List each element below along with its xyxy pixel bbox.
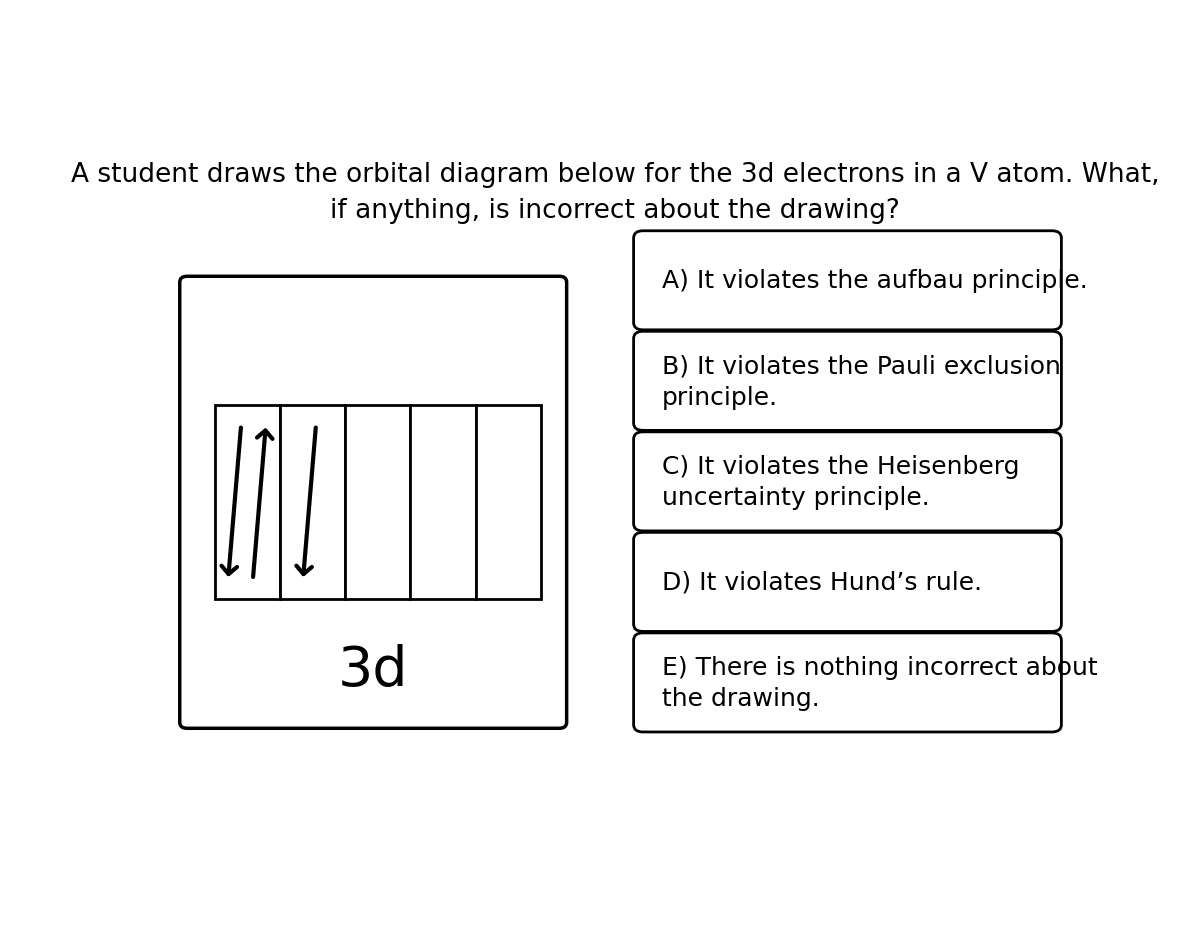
FancyBboxPatch shape xyxy=(634,231,1062,330)
Text: E) There is nothing incorrect about
the drawing.: E) There is nothing incorrect about the … xyxy=(661,655,1097,710)
FancyBboxPatch shape xyxy=(180,277,566,728)
Text: 3d: 3d xyxy=(338,643,408,697)
Text: A) It violates the aufbau principle.: A) It violates the aufbau principle. xyxy=(661,269,1087,293)
Bar xyxy=(410,406,475,600)
Bar xyxy=(346,406,410,600)
FancyBboxPatch shape xyxy=(634,432,1062,531)
Text: A student draws the orbital diagram below for the 3d electrons in a V atom. What: A student draws the orbital diagram belo… xyxy=(71,162,1159,224)
Text: D) It violates Hund’s rule.: D) It violates Hund’s rule. xyxy=(661,570,982,594)
Bar xyxy=(215,406,281,600)
Text: C) It violates the Heisenberg
uncertainty principle.: C) It violates the Heisenberg uncertaint… xyxy=(661,454,1019,509)
FancyBboxPatch shape xyxy=(634,332,1062,431)
Bar xyxy=(281,406,346,600)
FancyBboxPatch shape xyxy=(634,533,1062,632)
FancyBboxPatch shape xyxy=(634,633,1062,732)
Bar xyxy=(475,406,541,600)
Text: B) It violates the Pauli exclusion
principle.: B) It violates the Pauli exclusion princ… xyxy=(661,353,1061,409)
